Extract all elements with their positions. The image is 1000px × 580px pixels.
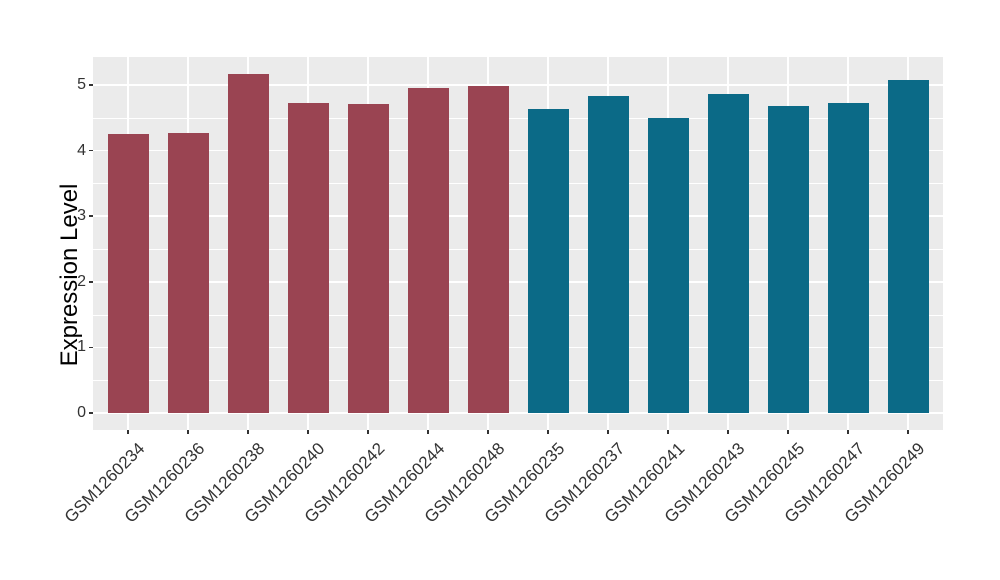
bar: [887, 79, 929, 413]
y-tick-mark: [89, 84, 93, 86]
x-tick-mark: [187, 430, 189, 434]
x-tick-mark: [607, 430, 609, 434]
y-tick-mark: [89, 149, 93, 152]
x-tick-mark: [907, 430, 909, 434]
bar: [467, 86, 509, 413]
gridline-minor-horizontal: [93, 314, 943, 316]
x-tick-mark: [487, 430, 489, 434]
y-tick-label: 0: [77, 404, 86, 421]
x-tick-mark: [787, 430, 789, 434]
y-tick-label: 4: [77, 141, 86, 159]
y-tick-label: 3: [77, 207, 86, 225]
x-tick-mark: [727, 430, 729, 434]
x-tick-mark: [367, 430, 369, 434]
bar: [707, 93, 749, 413]
bar: [167, 132, 209, 413]
gridline-minor-horizontal: [93, 183, 943, 185]
x-tick-mark: [307, 430, 309, 434]
bar: [227, 73, 269, 413]
y-tick-label: 1: [77, 338, 86, 356]
x-tick-mark: [427, 430, 429, 434]
gridline-minor-horizontal: [93, 117, 943, 119]
gridline-major-horizontal: [93, 281, 943, 283]
y-tick-mark: [89, 412, 93, 414]
x-tick-mark: [127, 430, 129, 434]
bar: [767, 106, 809, 413]
y-tick-mark: [89, 346, 93, 349]
gridline-major-horizontal: [93, 346, 943, 349]
plot-panel: [93, 57, 943, 430]
bar: [527, 109, 569, 413]
bar: [827, 102, 869, 413]
y-tick-label: 2: [77, 272, 86, 290]
bar: [347, 104, 389, 413]
x-tick-mark: [547, 430, 549, 434]
bar: [287, 103, 329, 413]
y-tick-label: 5: [77, 76, 86, 93]
gridline-minor-horizontal: [93, 380, 943, 382]
bar: [587, 95, 629, 413]
gridline-major-horizontal: [93, 215, 943, 217]
bar: [407, 87, 449, 413]
x-tick-mark: [847, 430, 849, 434]
gridline-major-horizontal: [93, 412, 943, 414]
bar: [107, 133, 149, 413]
y-tick-mark: [89, 215, 93, 217]
bar: [647, 117, 689, 413]
gridline-minor-horizontal: [93, 249, 943, 250]
gridline-major-horizontal: [93, 84, 943, 86]
y-tick-mark: [89, 281, 93, 283]
x-tick-mark: [667, 430, 669, 434]
gridline-major-horizontal: [93, 149, 943, 152]
x-tick-mark: [247, 430, 249, 434]
